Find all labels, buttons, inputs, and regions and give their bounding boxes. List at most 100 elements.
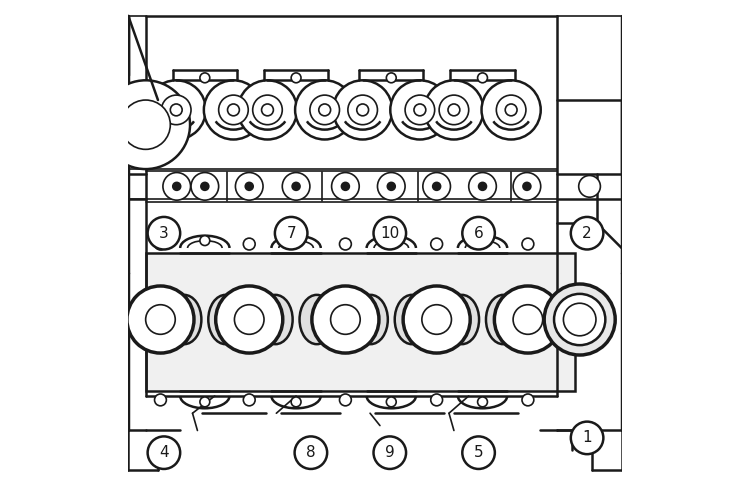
- Circle shape: [478, 183, 487, 190]
- Circle shape: [238, 80, 297, 139]
- Ellipse shape: [486, 295, 520, 344]
- Circle shape: [506, 104, 517, 116]
- Circle shape: [341, 183, 350, 190]
- Circle shape: [216, 286, 283, 353]
- Circle shape: [478, 73, 488, 83]
- Circle shape: [275, 217, 308, 249]
- Circle shape: [282, 173, 310, 200]
- Circle shape: [236, 173, 263, 200]
- Circle shape: [200, 397, 210, 407]
- Circle shape: [377, 173, 405, 200]
- Circle shape: [340, 238, 351, 250]
- Circle shape: [291, 73, 301, 83]
- Circle shape: [579, 176, 601, 197]
- Circle shape: [433, 183, 440, 190]
- Text: 3: 3: [159, 226, 169, 241]
- Circle shape: [291, 397, 301, 407]
- Text: 2: 2: [582, 226, 592, 241]
- Circle shape: [513, 173, 541, 200]
- Circle shape: [262, 104, 274, 116]
- Circle shape: [253, 95, 282, 124]
- Circle shape: [387, 183, 395, 190]
- Circle shape: [405, 95, 435, 124]
- Circle shape: [331, 305, 360, 334]
- Circle shape: [172, 183, 181, 190]
- Circle shape: [219, 95, 248, 124]
- Circle shape: [191, 173, 219, 200]
- Ellipse shape: [445, 295, 479, 344]
- Text: 8: 8: [306, 445, 316, 460]
- Bar: [146, 253, 574, 391]
- Circle shape: [462, 217, 495, 249]
- Circle shape: [243, 394, 255, 406]
- Circle shape: [386, 397, 396, 407]
- Circle shape: [424, 80, 484, 139]
- Circle shape: [243, 238, 255, 250]
- Ellipse shape: [258, 295, 292, 344]
- Ellipse shape: [353, 295, 388, 344]
- Ellipse shape: [209, 295, 243, 344]
- Ellipse shape: [166, 295, 202, 344]
- Circle shape: [154, 238, 166, 250]
- Circle shape: [439, 95, 469, 124]
- Circle shape: [448, 104, 460, 116]
- Circle shape: [146, 305, 176, 334]
- Circle shape: [422, 305, 452, 334]
- Circle shape: [148, 436, 180, 469]
- Circle shape: [200, 73, 210, 83]
- Text: 1: 1: [582, 431, 592, 445]
- Circle shape: [340, 394, 351, 406]
- Circle shape: [430, 238, 442, 250]
- Circle shape: [571, 422, 603, 454]
- Circle shape: [201, 183, 208, 190]
- Circle shape: [154, 394, 166, 406]
- Circle shape: [522, 394, 534, 406]
- Circle shape: [522, 238, 534, 250]
- Circle shape: [310, 95, 340, 124]
- Circle shape: [161, 95, 191, 124]
- Circle shape: [292, 183, 300, 190]
- Circle shape: [200, 236, 210, 246]
- Circle shape: [312, 286, 379, 353]
- Circle shape: [414, 104, 426, 116]
- Text: 4: 4: [159, 445, 169, 460]
- Ellipse shape: [394, 295, 429, 344]
- Circle shape: [478, 397, 488, 407]
- Text: 10: 10: [380, 226, 400, 241]
- Circle shape: [204, 80, 263, 139]
- Text: 9: 9: [385, 445, 394, 460]
- Circle shape: [386, 236, 396, 246]
- Circle shape: [462, 436, 495, 469]
- Circle shape: [478, 236, 488, 246]
- Circle shape: [319, 104, 331, 116]
- Circle shape: [571, 217, 603, 249]
- Circle shape: [332, 173, 359, 200]
- Circle shape: [121, 100, 170, 149]
- Circle shape: [333, 80, 392, 139]
- Circle shape: [403, 286, 470, 353]
- Ellipse shape: [299, 295, 334, 344]
- Text: 6: 6: [474, 226, 484, 241]
- Circle shape: [374, 436, 406, 469]
- Circle shape: [554, 294, 605, 345]
- Circle shape: [357, 104, 368, 116]
- Circle shape: [147, 80, 206, 139]
- Circle shape: [227, 104, 239, 116]
- Circle shape: [101, 80, 190, 169]
- Circle shape: [163, 173, 190, 200]
- Circle shape: [235, 305, 264, 334]
- Circle shape: [348, 95, 377, 124]
- Circle shape: [423, 173, 451, 200]
- Circle shape: [148, 217, 180, 249]
- Circle shape: [523, 183, 531, 190]
- Circle shape: [386, 73, 396, 83]
- Circle shape: [513, 305, 543, 334]
- Circle shape: [245, 183, 254, 190]
- Text: 7: 7: [286, 226, 296, 241]
- Circle shape: [295, 436, 327, 469]
- Circle shape: [127, 286, 194, 353]
- Circle shape: [469, 173, 496, 200]
- Circle shape: [482, 80, 541, 139]
- Circle shape: [544, 284, 615, 355]
- Circle shape: [430, 394, 442, 406]
